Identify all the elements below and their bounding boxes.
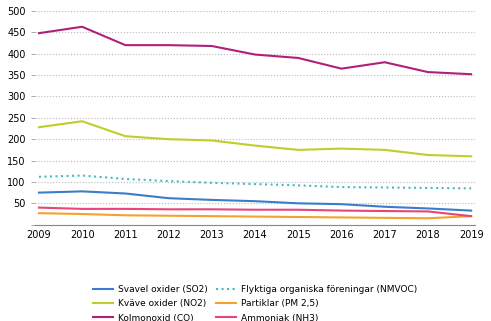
Flyktiga organiska föreningar (NMVOC) — [382, 186, 388, 189]
Svavel oxider (SO2) — [165, 196, 171, 200]
Flyktiga organiska föreningar (NMVOC) — [79, 174, 85, 178]
Partiklar (PM 2,5) — [122, 213, 128, 217]
Kolmonoxid (CO) — [79, 25, 85, 29]
Kolmonoxid (CO) — [338, 67, 344, 71]
Kolmonoxid (CO) — [468, 72, 474, 76]
Line: Partiklar (PM 2,5): Partiklar (PM 2,5) — [39, 213, 471, 218]
Kolmonoxid (CO) — [295, 56, 301, 60]
Kolmonoxid (CO) — [36, 31, 42, 35]
Svavel oxider (SO2) — [252, 199, 258, 203]
Line: Kolmonoxid (CO): Kolmonoxid (CO) — [39, 27, 471, 74]
Line: Kväve oxider (NO2): Kväve oxider (NO2) — [39, 121, 471, 156]
Flyktiga organiska föreningar (NMVOC) — [122, 177, 128, 181]
Flyktiga organiska föreningar (NMVOC) — [425, 186, 431, 190]
Ammoniak (NH3) — [209, 207, 215, 211]
Kväve oxider (NO2) — [165, 137, 171, 141]
Flyktiga organiska föreningar (NMVOC) — [252, 182, 258, 186]
Partiklar (PM 2,5) — [252, 215, 258, 219]
Partiklar (PM 2,5) — [468, 214, 474, 218]
Svavel oxider (SO2) — [209, 198, 215, 202]
Svavel oxider (SO2) — [338, 202, 344, 206]
Ammoniak (NH3) — [165, 207, 171, 211]
Svavel oxider (SO2) — [295, 201, 301, 205]
Svavel oxider (SO2) — [79, 189, 85, 193]
Kolmonoxid (CO) — [165, 43, 171, 47]
Line: Svavel oxider (SO2): Svavel oxider (SO2) — [39, 191, 471, 211]
Kväve oxider (NO2) — [425, 153, 431, 157]
Kolmonoxid (CO) — [252, 53, 258, 56]
Partiklar (PM 2,5) — [425, 216, 431, 220]
Ammoniak (NH3) — [425, 210, 431, 213]
Partiklar (PM 2,5) — [382, 216, 388, 220]
Flyktiga organiska föreningar (NMVOC) — [468, 187, 474, 190]
Kväve oxider (NO2) — [382, 148, 388, 152]
Kväve oxider (NO2) — [79, 119, 85, 123]
Flyktiga organiska föreningar (NMVOC) — [295, 183, 301, 187]
Kolmonoxid (CO) — [122, 43, 128, 47]
Ammoniak (NH3) — [122, 207, 128, 211]
Flyktiga organiska föreningar (NMVOC) — [209, 181, 215, 185]
Ammoniak (NH3) — [382, 209, 388, 213]
Partiklar (PM 2,5) — [209, 214, 215, 218]
Flyktiga organiska föreningar (NMVOC) — [165, 179, 171, 183]
Partiklar (PM 2,5) — [338, 215, 344, 219]
Legend: Svavel oxider (SO2), Kväve oxider (NO2), Kolmonoxid (CO), Flyktiga organiska för: Svavel oxider (SO2), Kväve oxider (NO2),… — [93, 285, 417, 321]
Partiklar (PM 2,5) — [165, 214, 171, 218]
Flyktiga organiska föreningar (NMVOC) — [36, 175, 42, 179]
Kväve oxider (NO2) — [295, 148, 301, 152]
Ammoniak (NH3) — [36, 206, 42, 210]
Svavel oxider (SO2) — [468, 209, 474, 213]
Line: Flyktiga organiska föreningar (NMVOC): Flyktiga organiska föreningar (NMVOC) — [39, 176, 471, 188]
Ammoniak (NH3) — [468, 214, 474, 218]
Kolmonoxid (CO) — [382, 60, 388, 64]
Kolmonoxid (CO) — [209, 44, 215, 48]
Flyktiga organiska föreningar (NMVOC) — [338, 185, 344, 189]
Svavel oxider (SO2) — [425, 206, 431, 210]
Kväve oxider (NO2) — [338, 147, 344, 151]
Kväve oxider (NO2) — [209, 139, 215, 143]
Ammoniak (NH3) — [338, 209, 344, 213]
Ammoniak (NH3) — [79, 207, 85, 211]
Svavel oxider (SO2) — [382, 205, 388, 209]
Kolmonoxid (CO) — [425, 70, 431, 74]
Svavel oxider (SO2) — [36, 191, 42, 195]
Svavel oxider (SO2) — [122, 192, 128, 195]
Ammoniak (NH3) — [252, 208, 258, 212]
Ammoniak (NH3) — [295, 208, 301, 212]
Kväve oxider (NO2) — [252, 144, 258, 148]
Line: Ammoniak (NH3): Ammoniak (NH3) — [39, 208, 471, 216]
Kväve oxider (NO2) — [122, 134, 128, 138]
Kväve oxider (NO2) — [36, 125, 42, 129]
Partiklar (PM 2,5) — [79, 212, 85, 216]
Kväve oxider (NO2) — [468, 154, 474, 158]
Partiklar (PM 2,5) — [295, 215, 301, 219]
Partiklar (PM 2,5) — [36, 211, 42, 215]
